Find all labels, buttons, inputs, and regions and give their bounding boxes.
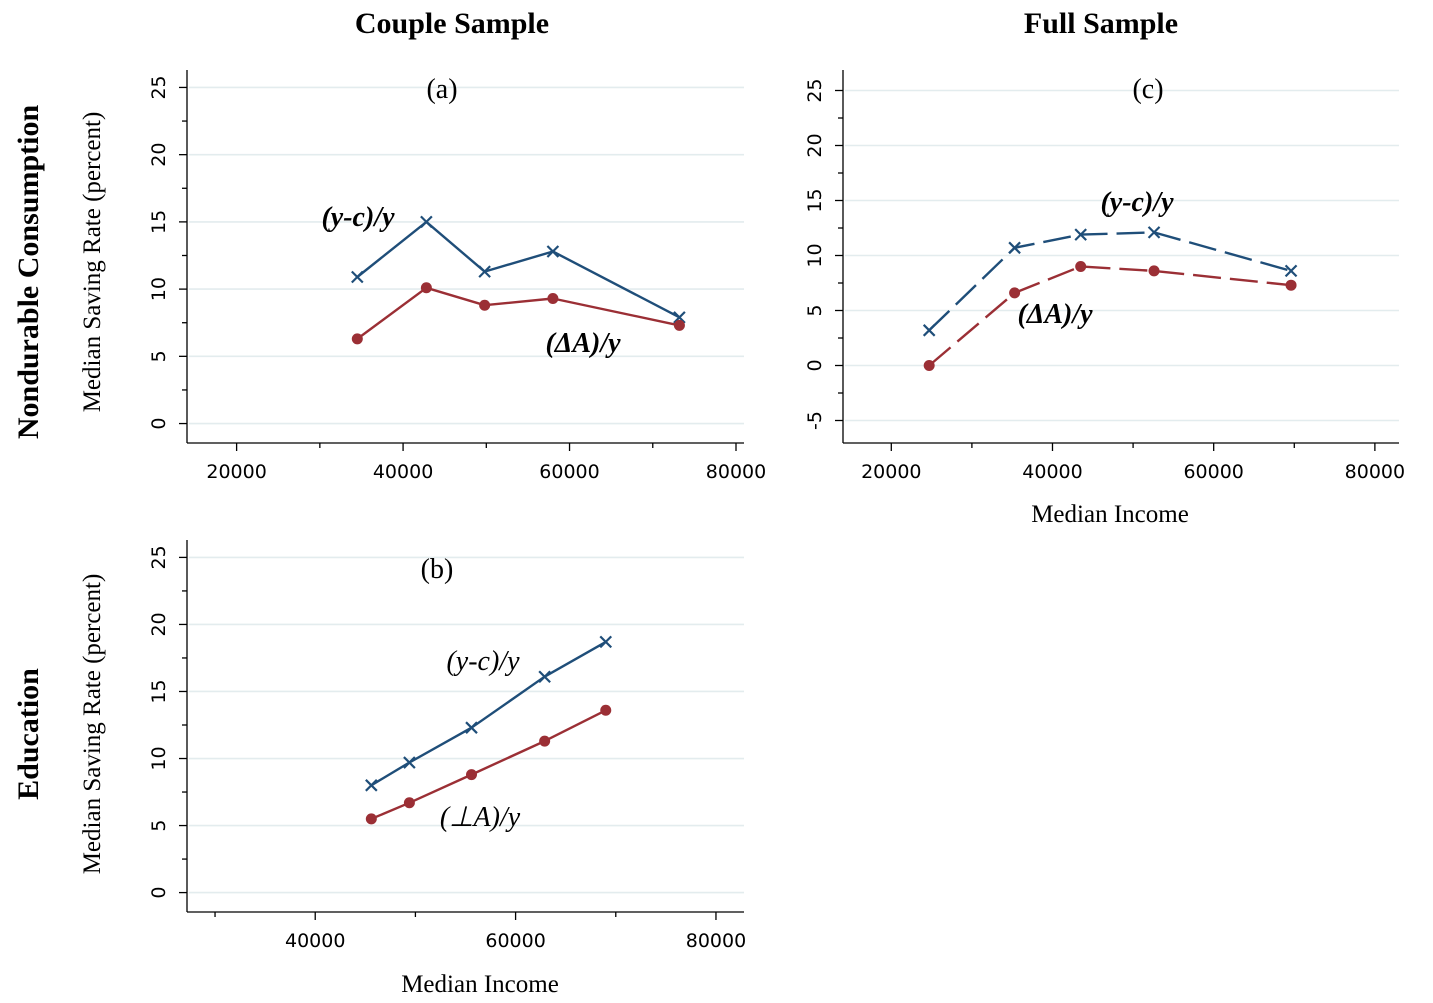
x-tick-label: 20000 bbox=[861, 461, 921, 483]
column-header-couple-sample: Couple Sample bbox=[355, 7, 549, 40]
y-tick-label: 25 bbox=[148, 545, 170, 569]
data-point-dot-marker bbox=[673, 319, 685, 331]
y-axis-title: Median Saving Rate (percent) bbox=[79, 112, 106, 413]
x-marker-stroke bbox=[1008, 241, 1021, 255]
panel-label: (b) bbox=[421, 554, 454, 585]
y-tick-label: 15 bbox=[148, 679, 170, 703]
y-tick-label: 20 bbox=[804, 133, 826, 157]
data-point-dot-marker bbox=[479, 299, 491, 311]
x-tick-label: 60000 bbox=[485, 930, 545, 952]
data-point-x-marker bbox=[420, 215, 433, 229]
y-tick-label: 0 bbox=[804, 359, 826, 371]
series-label: (y-c)/y bbox=[1100, 187, 1174, 218]
x-marker-stroke bbox=[351, 270, 364, 284]
y-tick-label: 5 bbox=[804, 304, 826, 316]
data-point-dot-marker bbox=[1148, 265, 1160, 277]
data-point-x-marker bbox=[351, 270, 364, 284]
panel-b-chart: 0 5 10 15 20 25 40000 60000 80000 Median Saving R… bbox=[79, 540, 746, 998]
x-marker-stroke bbox=[922, 324, 936, 337]
data-point-dot-marker bbox=[420, 282, 432, 294]
x-tick-label: 40000 bbox=[373, 461, 433, 483]
data-point-x-marker bbox=[1008, 241, 1021, 255]
data-point-dot-marker bbox=[351, 333, 363, 345]
row-header-nondurable-consumption: Nondurable Consumption bbox=[12, 105, 45, 440]
x-marker-stroke bbox=[599, 635, 613, 649]
y-tick-label: -5 bbox=[804, 411, 826, 430]
x-marker-stroke bbox=[420, 215, 433, 229]
data-point-x-marker bbox=[478, 265, 491, 278]
x-tick-label: 80000 bbox=[706, 461, 766, 483]
data-point-x-marker bbox=[673, 311, 686, 324]
x-axis-title: Median Income bbox=[1031, 501, 1189, 528]
x-marker-stroke bbox=[673, 311, 686, 324]
series-label: (ΔA)/y bbox=[1017, 299, 1093, 330]
x-marker-stroke bbox=[478, 265, 491, 278]
panel-label: (c) bbox=[1132, 74, 1163, 105]
data-point-dot-marker bbox=[547, 293, 559, 305]
y-tick-label: 5 bbox=[148, 350, 170, 362]
series-label: (y-c)/y bbox=[446, 646, 520, 677]
series-line-delta-a bbox=[356, 286, 680, 340]
y-tick-label: 25 bbox=[148, 75, 170, 99]
y-tick-label: 10 bbox=[148, 277, 170, 301]
x-marker-stroke bbox=[546, 245, 560, 258]
x-tick-label: 20000 bbox=[206, 461, 266, 483]
panel-label: (a) bbox=[426, 74, 457, 105]
data-point-x-marker bbox=[365, 779, 378, 792]
x-marker-stroke bbox=[1147, 226, 1161, 239]
data-point-x-marker bbox=[465, 721, 478, 734]
y-tick-label: 15 bbox=[148, 210, 170, 234]
data-point-dot-marker bbox=[1285, 279, 1297, 291]
data-point-x-marker bbox=[546, 245, 560, 258]
data-point-x-marker bbox=[1284, 264, 1298, 278]
y-tick-label: 15 bbox=[804, 188, 826, 212]
data-point-dot-marker bbox=[365, 813, 377, 825]
y-tick-label: 20 bbox=[148, 612, 170, 636]
x-marker-stroke bbox=[538, 670, 551, 684]
data-point-dot-marker bbox=[403, 797, 415, 809]
x-marker-stroke bbox=[365, 779, 378, 792]
x-marker-stroke bbox=[1284, 264, 1298, 278]
series-line-delta-a bbox=[928, 265, 1292, 367]
y-tick-label: 10 bbox=[804, 243, 826, 267]
column-header-full-sample: Full Sample bbox=[1024, 7, 1178, 40]
data-point-dot-marker bbox=[539, 735, 551, 747]
series-label: (y-c)/y bbox=[321, 202, 395, 233]
x-tick-label: 80000 bbox=[1345, 461, 1405, 483]
x-tick-label: 40000 bbox=[1022, 461, 1082, 483]
x-tick-label: 80000 bbox=[686, 930, 746, 952]
row-header-education: Education bbox=[12, 668, 45, 800]
panel-a-chart: 0 5 10 15 20 25 20000 40000 60000 80000 Median Sav… bbox=[79, 70, 766, 483]
y-tick-label: 10 bbox=[148, 746, 170, 770]
y-tick-label: 5 bbox=[148, 820, 170, 832]
data-point-dot-marker bbox=[1075, 261, 1087, 272]
data-point-x-marker bbox=[403, 756, 416, 769]
y-axis-title: Median Saving Rate (percent) bbox=[79, 574, 106, 875]
data-point-dot-marker bbox=[466, 769, 478, 781]
data-point-dot-marker bbox=[1009, 287, 1021, 299]
data-point-x-marker bbox=[599, 635, 613, 649]
data-point-x-marker bbox=[1147, 226, 1161, 239]
x-tick-label: 60000 bbox=[1183, 461, 1243, 483]
data-point-x-marker bbox=[1074, 228, 1087, 241]
x-marker-stroke bbox=[1074, 228, 1087, 241]
y-tick-label: 20 bbox=[148, 143, 170, 167]
series-label: (⊥A)/y bbox=[440, 802, 521, 833]
y-tick-label: 0 bbox=[148, 418, 170, 430]
data-point-dot-marker bbox=[600, 704, 612, 716]
panel-c-chart: -5 0 5 10 15 20 25 20000 40000 60000 80000 Median I… bbox=[804, 70, 1405, 528]
x-marker-stroke bbox=[403, 756, 416, 769]
series-line-y-minus-c bbox=[928, 231, 1292, 332]
y-tick-label: 25 bbox=[804, 78, 826, 102]
x-axis-title: Median Income bbox=[401, 971, 559, 998]
series-label: (ΔA)/y bbox=[545, 328, 621, 359]
data-point-dot-marker bbox=[923, 360, 935, 371]
x-tick-label: 40000 bbox=[285, 930, 345, 952]
data-point-x-marker bbox=[538, 670, 551, 684]
x-marker-stroke bbox=[465, 721, 478, 734]
data-point-x-marker bbox=[922, 324, 936, 337]
x-tick-label: 60000 bbox=[539, 461, 599, 483]
y-tick-label: 0 bbox=[148, 887, 170, 899]
